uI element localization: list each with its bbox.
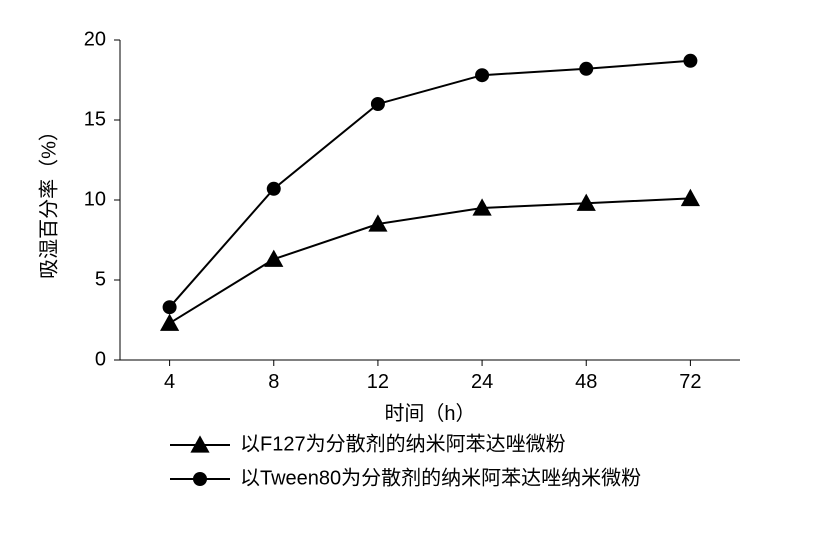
series-marker-1: [163, 300, 177, 314]
chart-background: [0, 0, 817, 537]
x-axis-label: 时间（h）: [384, 402, 475, 425]
x-tick-label: 48: [575, 371, 597, 393]
series-marker-1: [267, 182, 281, 196]
series-marker-1: [683, 54, 697, 68]
y-tick-label: 0: [95, 348, 106, 370]
y-axis-label: 吸湿百分率（%）: [37, 121, 60, 279]
line-chart: 05101520吸湿百分率（%）4812244872时间（h）以F127为分散剂…: [0, 0, 817, 537]
series-marker-1: [475, 68, 489, 82]
legend-label-0: 以F127为分散剂的纳米阿苯达唑微粉: [240, 432, 566, 455]
x-tick-label: 24: [471, 371, 493, 393]
y-tick-label: 10: [84, 188, 106, 210]
x-tick-label: 12: [367, 371, 389, 393]
x-tick-label: 8: [268, 371, 279, 393]
x-tick-label: 4: [164, 371, 175, 393]
y-tick-label: 15: [84, 108, 106, 130]
series-marker-1: [579, 62, 593, 76]
y-tick-label: 20: [84, 28, 106, 50]
series-marker-1: [371, 97, 385, 111]
x-tick-label: 72: [679, 371, 701, 393]
legend-marker-1: [193, 472, 207, 486]
legend-label-1: 以Tween80为分散剂的纳米阿苯达唑纳米微粉: [240, 466, 641, 489]
y-tick-label: 5: [95, 268, 106, 290]
